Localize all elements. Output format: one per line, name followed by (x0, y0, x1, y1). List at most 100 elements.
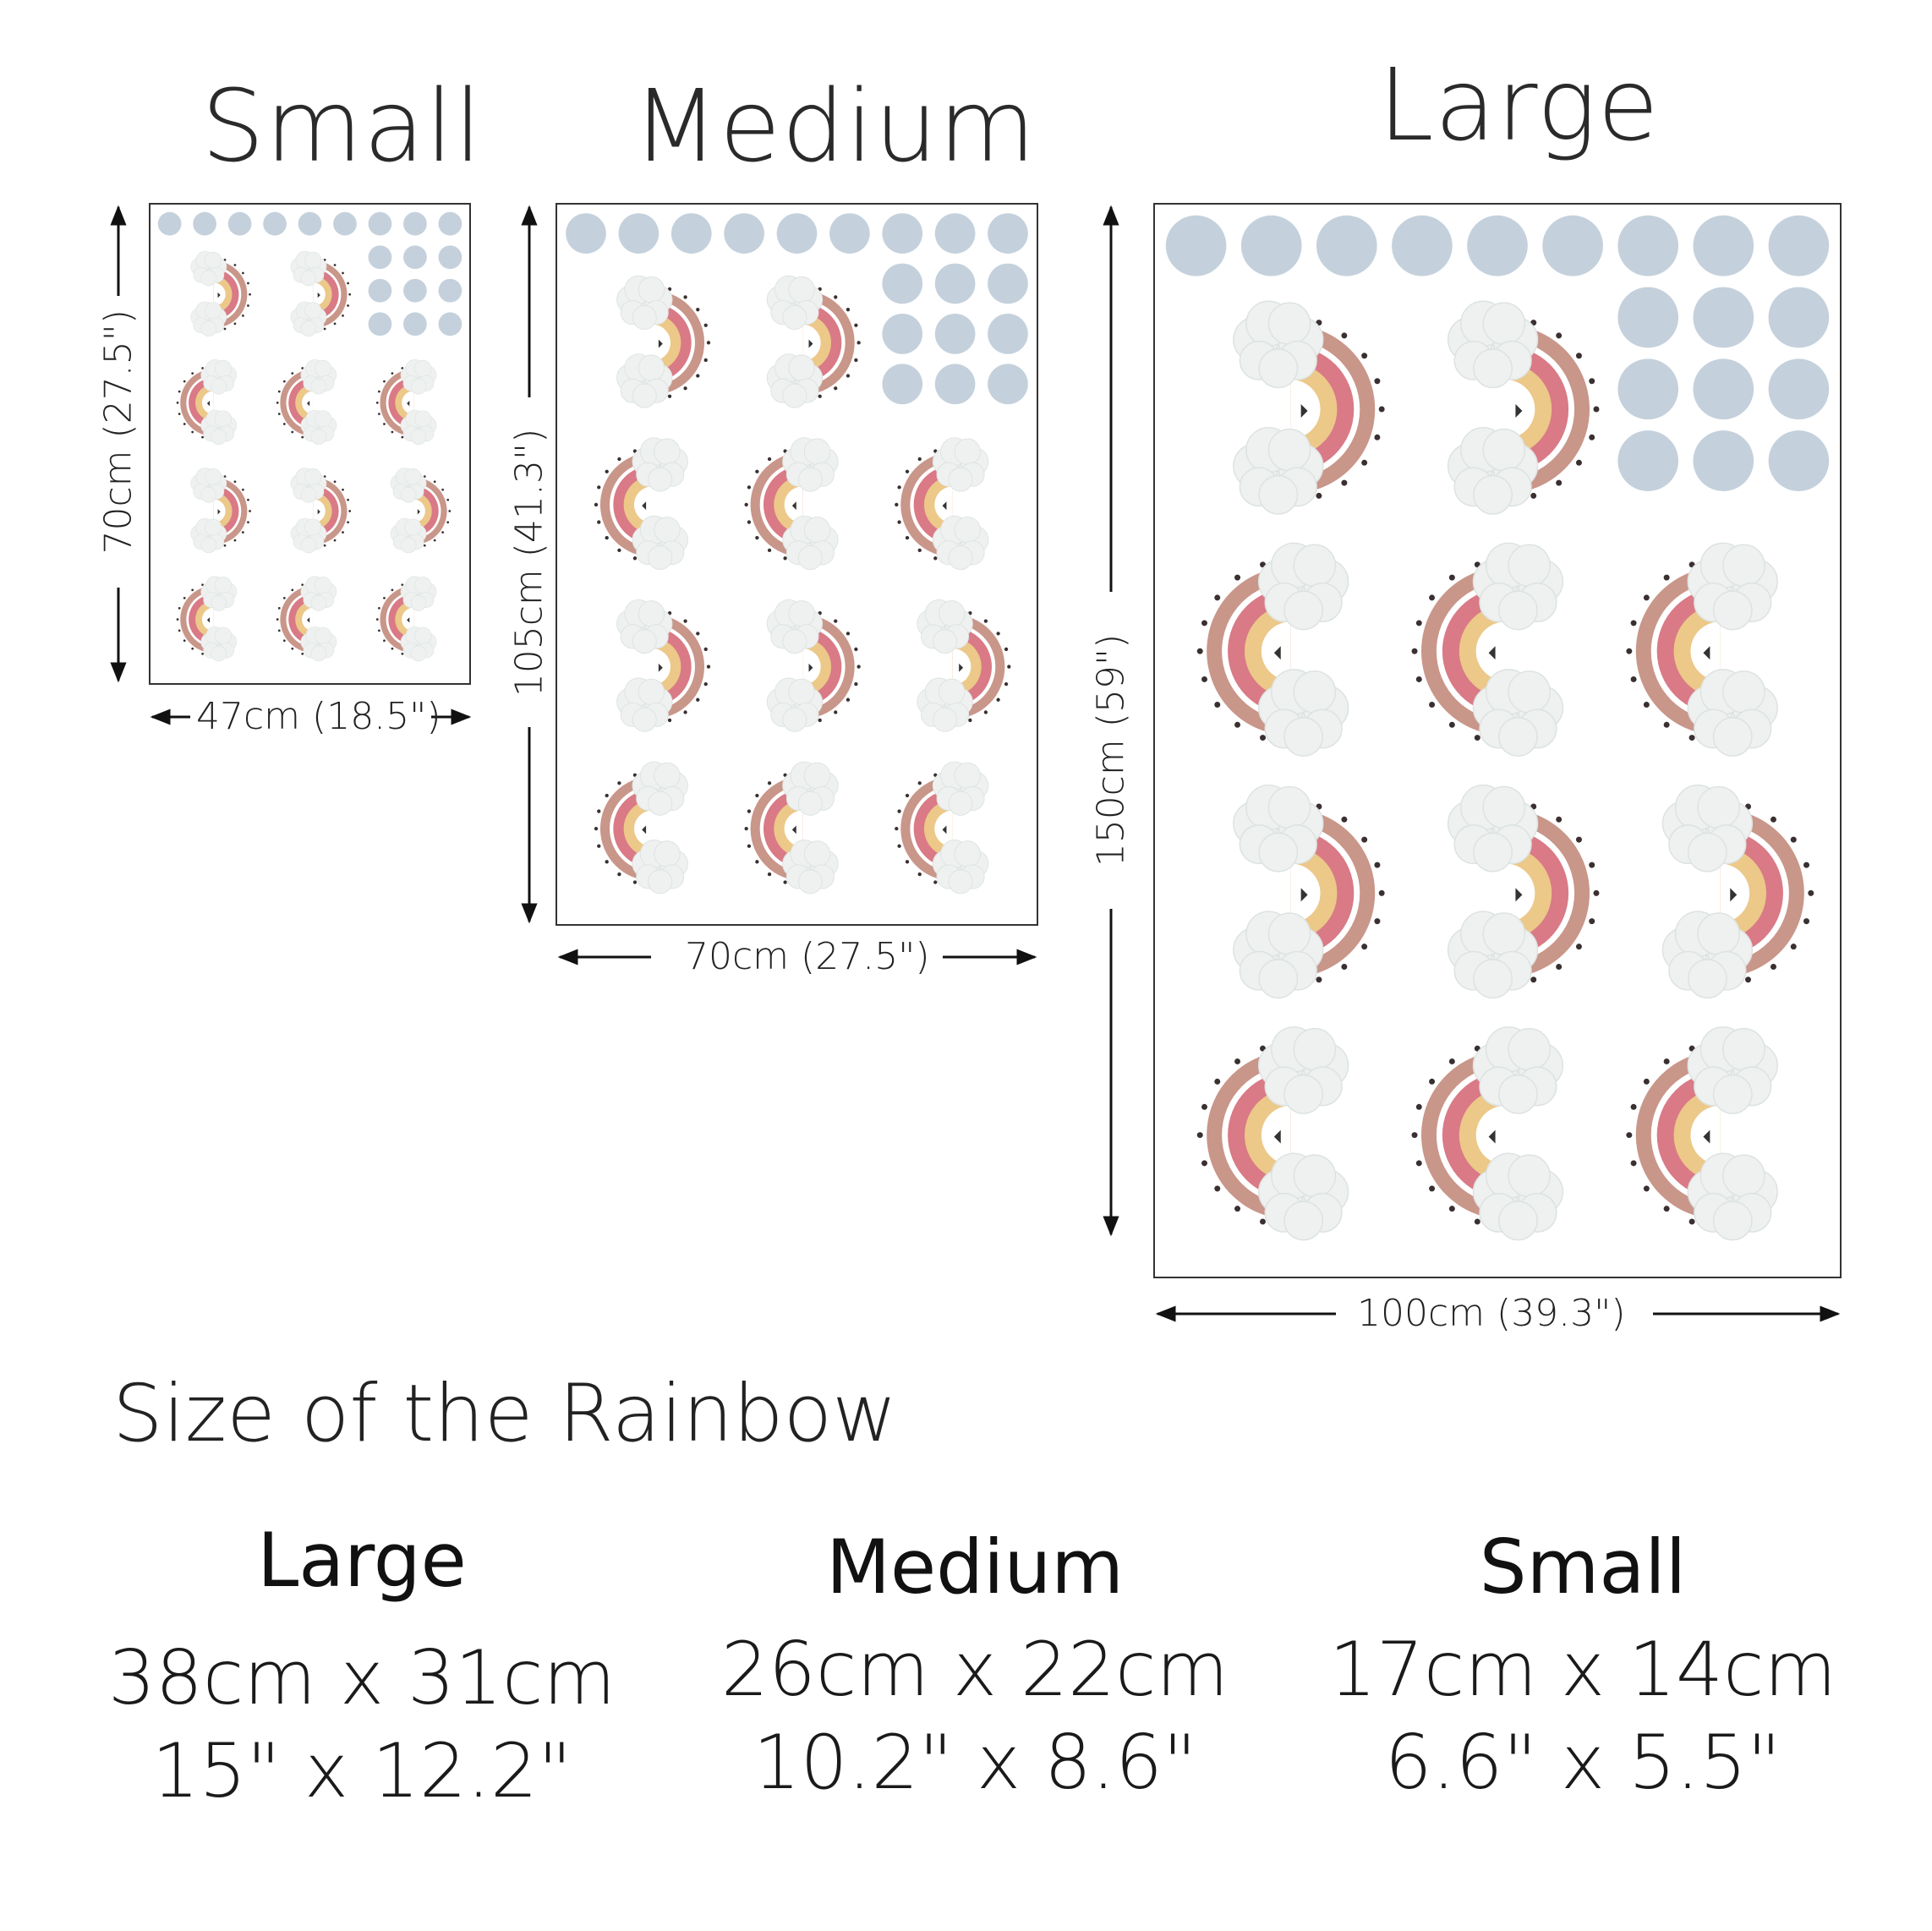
dot-decal (403, 211, 427, 236)
small-width-label: 47cm (18.5") (196, 695, 441, 738)
large-height-label: 150cm (59") (1089, 633, 1133, 867)
cloud-decal (932, 515, 989, 571)
cloud-decal (782, 515, 839, 571)
size-metric: 26cm x 22cm (720, 1626, 1229, 1713)
dot-decal (670, 213, 712, 254)
dot-decal (988, 364, 1028, 405)
dot-decal (1316, 215, 1377, 276)
small-sheet-art (157, 211, 462, 662)
cloud-decal (932, 840, 989, 894)
cloud-decal (190, 517, 227, 554)
dot-decal (1240, 215, 1302, 276)
dot-decal (368, 278, 392, 303)
dot-decal (403, 278, 427, 303)
size-imperial: 10.2" x 8.6" (753, 1719, 1197, 1806)
dot-decal (1467, 215, 1528, 276)
dot-decal (934, 263, 976, 304)
cloud-decal (1233, 911, 1324, 999)
medium-sheet-art (566, 213, 1028, 894)
dot-decal (1165, 215, 1227, 276)
cloud-decal (782, 761, 839, 816)
dot-decal (776, 213, 818, 254)
cloud-decal (1472, 1026, 1564, 1114)
cloud-decal (290, 468, 327, 503)
cloud-decal (200, 409, 238, 446)
size-name: Large (257, 1517, 467, 1604)
dot-decal (934, 313, 976, 354)
cloud-decal (766, 677, 824, 732)
large-sheet-art (1165, 215, 1830, 1241)
cloud-decal (766, 599, 824, 654)
dot-decal (829, 213, 870, 254)
cloud-decal (200, 626, 238, 662)
dot-decal (1768, 215, 1830, 276)
cloud-decal (1233, 784, 1324, 873)
cloud-decal (1687, 1026, 1778, 1114)
dot-decal (882, 313, 923, 354)
dot-decal (1693, 215, 1754, 276)
cloud-decal (200, 359, 238, 395)
small-height-label: 70cm (27.5") (96, 309, 140, 555)
large-title: Large (1378, 46, 1660, 163)
cloud-decal (1233, 426, 1324, 515)
dot-decal (724, 213, 764, 254)
cloud-decal (1447, 784, 1539, 873)
cloud-decal (932, 437, 989, 492)
size-metric: 38cm x 31cm (107, 1634, 616, 1721)
small-sheet (149, 203, 471, 685)
medium-width-label: 70cm (27.5") (685, 935, 930, 978)
cloud-decal (390, 468, 427, 503)
dot-decal (1768, 430, 1830, 491)
cloud-decal (400, 626, 437, 662)
rainbow-size-heading: Size of the Rainbow (112, 1368, 898, 1460)
cloud-decal (190, 468, 227, 503)
dot-decal (333, 211, 357, 236)
size-imperial: 15" x 12.2" (151, 1727, 572, 1814)
cloud-decal (290, 251, 327, 287)
dot-decal (1768, 287, 1830, 348)
cloud-decal (300, 359, 337, 395)
cloud-decal (190, 301, 227, 336)
dot-decal (403, 245, 427, 270)
cloud-decal (1687, 542, 1778, 631)
dot-decal (1392, 215, 1453, 276)
small-title: Small (201, 68, 483, 184)
cloud-decal (1257, 542, 1349, 631)
dot-decal (1617, 430, 1679, 491)
cloud-decal (616, 353, 673, 408)
cloud-decal (1257, 669, 1349, 757)
dot-decal (368, 312, 392, 336)
dot-decal (438, 245, 462, 270)
size-name: Medium (826, 1523, 1124, 1611)
cloud-decal (1257, 1152, 1349, 1241)
dot-decal (566, 213, 606, 254)
cloud-decal (632, 437, 688, 492)
size-column-large: Large 38cm x 31cm 15" x 12.2" (57, 1523, 666, 1818)
dot-decal (1617, 215, 1679, 276)
dot-decal (934, 364, 976, 405)
cloud-decal (300, 409, 337, 446)
cloud-decal (632, 515, 688, 571)
dot-decal (298, 211, 322, 236)
size-metric: 17cm x 14cm (1328, 1626, 1837, 1713)
size-column-medium: Medium 26cm x 22cm 10.2" x 8.6" (670, 1530, 1279, 1809)
medium-sheet (556, 203, 1038, 926)
dot-decal (988, 213, 1028, 254)
dot-decal (882, 364, 923, 405)
medium-height-label: 105cm (41.3") (507, 428, 551, 697)
cloud-decal (1661, 784, 1754, 873)
cloud-decal (1447, 426, 1539, 515)
dot-decal (1693, 287, 1754, 348)
dot-decal (1768, 358, 1830, 420)
cloud-decal (632, 761, 688, 816)
cloud-decal (400, 359, 437, 395)
cloud-decal (1257, 1026, 1349, 1114)
dot-decal (438, 278, 462, 303)
dot-decal (988, 313, 1028, 354)
cloud-decal (400, 409, 437, 446)
large-sheet (1153, 203, 1842, 1278)
cloud-decal (290, 517, 327, 554)
cloud-decal (782, 840, 839, 894)
dot-decal (1617, 358, 1679, 420)
cloud-decal (917, 677, 973, 732)
